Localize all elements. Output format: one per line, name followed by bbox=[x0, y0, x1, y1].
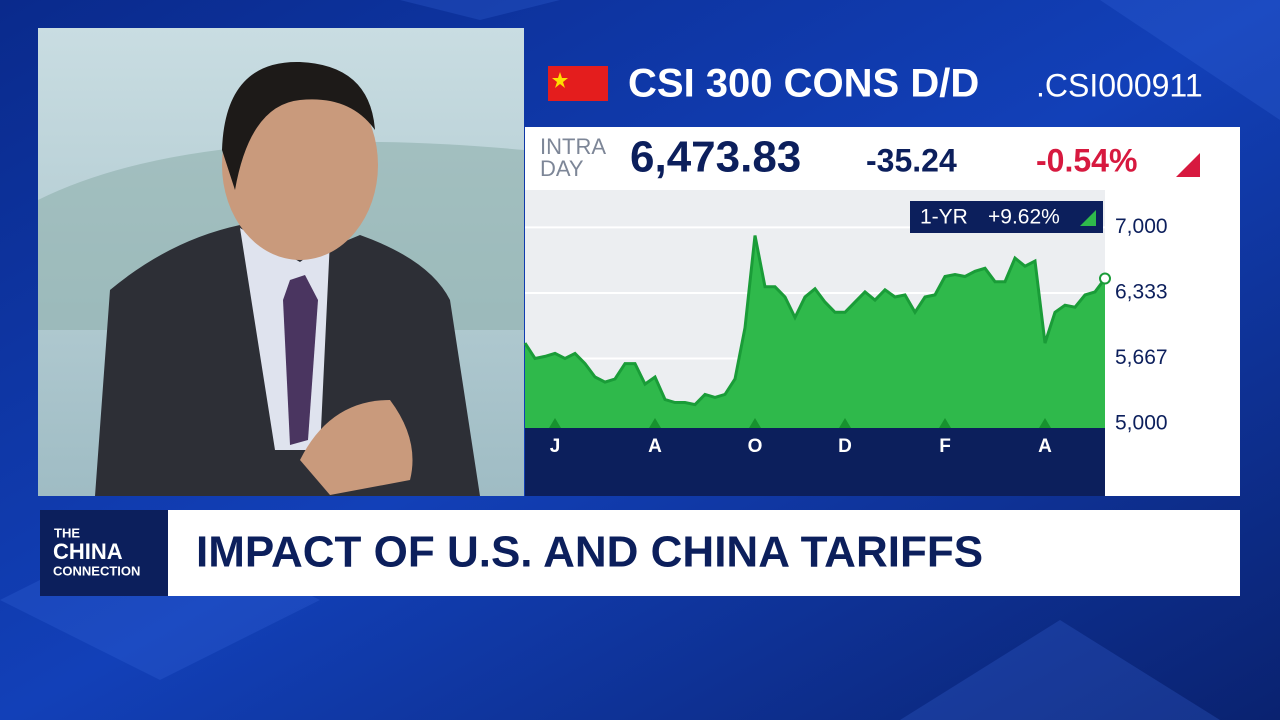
index-title: CSI 300 CONS D/D bbox=[628, 62, 979, 106]
video-tie bbox=[283, 275, 318, 445]
logo-text: CHINA bbox=[53, 539, 123, 564]
up-indicator bbox=[1080, 210, 1096, 226]
badge-value: +9.62% bbox=[988, 206, 1060, 229]
x-tick-label: J bbox=[550, 436, 561, 457]
x-tick-label: F bbox=[939, 436, 951, 457]
video-hands bbox=[300, 400, 413, 495]
y-axis-panel bbox=[1105, 190, 1240, 496]
quote-panel bbox=[525, 127, 1240, 190]
x-tick-label: A bbox=[648, 436, 662, 457]
badge-label: 1-YR bbox=[920, 206, 968, 229]
logo-text: CONNECTION bbox=[53, 563, 140, 578]
logo-text: THE bbox=[54, 525, 80, 540]
quote-price: 6,473.83 bbox=[630, 133, 801, 182]
x-tick-label: A bbox=[1038, 436, 1052, 457]
video-hair bbox=[222, 61, 375, 191]
x-tick-mark bbox=[549, 418, 561, 428]
line bbox=[523, 235, 1107, 407]
y-tick-label: 5,000 bbox=[1115, 412, 1168, 435]
area bbox=[525, 235, 1105, 428]
x-tick-label: O bbox=[748, 436, 763, 457]
logo-box bbox=[40, 510, 168, 596]
quote-label: INTRA bbox=[540, 134, 606, 159]
x-tick-mark bbox=[1039, 418, 1051, 428]
headline: IMPACT OF U.S. AND CHINA TARIFFS bbox=[196, 528, 983, 577]
y-tick-label: 5,667 bbox=[1115, 346, 1168, 369]
period-badge bbox=[910, 201, 1103, 233]
y-tick-label: 6,333 bbox=[1115, 281, 1168, 304]
down-indicator bbox=[1176, 153, 1200, 177]
y-tick-label: 7,000 bbox=[1115, 215, 1168, 238]
x-tick-mark bbox=[649, 418, 661, 428]
last-point bbox=[1099, 272, 1111, 285]
index-ticker: .CSI000911 bbox=[1036, 67, 1203, 103]
quote-change: -35.24 bbox=[866, 142, 957, 178]
flag-star bbox=[552, 72, 568, 88]
x-tick-mark bbox=[839, 418, 851, 428]
quote-label: DAY bbox=[540, 156, 584, 181]
headline-bar bbox=[168, 510, 1240, 596]
x-tick-mark bbox=[939, 418, 951, 428]
quote-change-pct: -0.54% bbox=[1036, 142, 1137, 178]
x-axis-panel bbox=[525, 428, 1105, 496]
x-tick-label: D bbox=[838, 436, 852, 457]
x-tick-mark bbox=[749, 418, 761, 428]
